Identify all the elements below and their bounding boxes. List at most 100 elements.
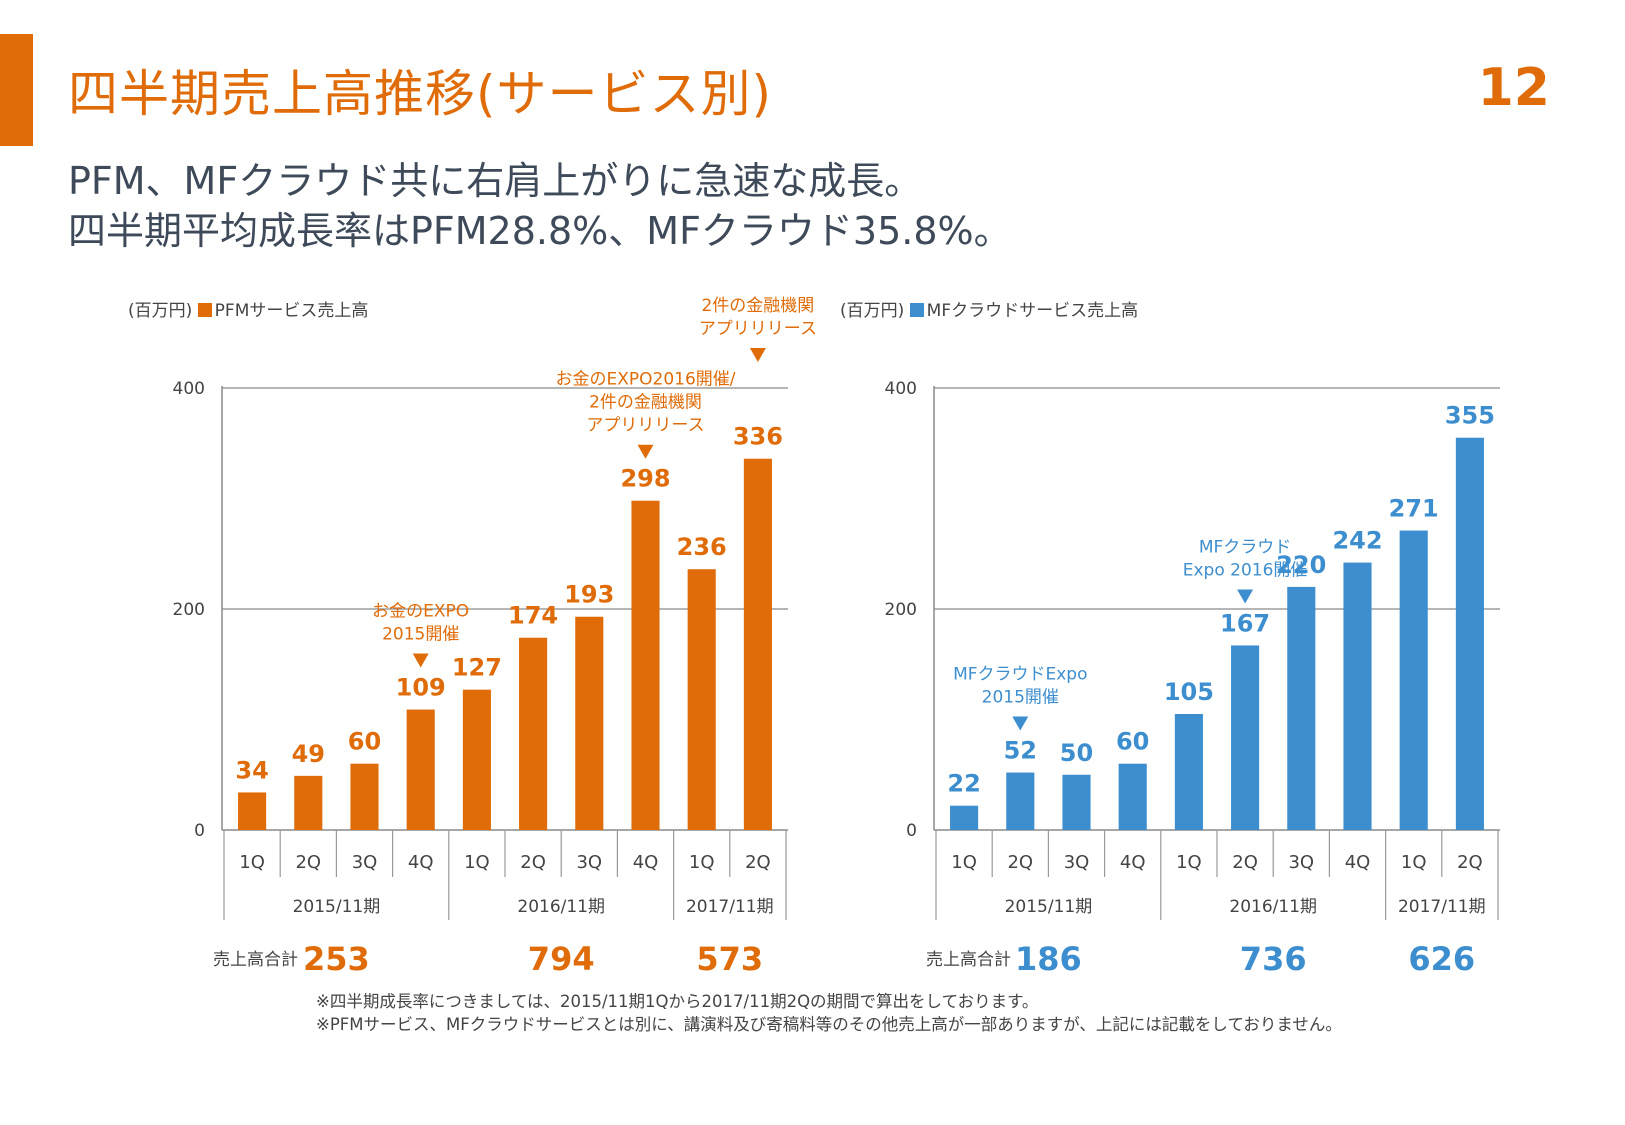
pfm-bar xyxy=(350,763,379,830)
mf-category-label: 1Q xyxy=(1401,852,1427,873)
pfm-category-label: 4Q xyxy=(633,852,659,873)
pfm-category-label: 2Q xyxy=(295,852,321,873)
mf-legend-swatch xyxy=(909,303,924,317)
mf-category-label: 4Q xyxy=(1345,852,1371,873)
pfm-unit-label: (百万円) xyxy=(128,301,193,321)
mf-category-label: 3Q xyxy=(1288,852,1314,873)
mf-fiscal-total: 186 xyxy=(1015,940,1082,978)
pfm-bar xyxy=(631,500,660,830)
mf-y-tick-label: 200 xyxy=(885,600,917,620)
pfm-value-label: 298 xyxy=(620,465,670,493)
pfm-value-label: 49 xyxy=(292,740,325,768)
pfm-fiscal-total: 794 xyxy=(528,940,595,978)
mf-y-tick-label: 0 xyxy=(906,821,917,841)
footnote: ※四半期成長率につきましては、2015/11期1Qから2017/11期2Qの期間… xyxy=(316,992,1039,1011)
mf-fiscal-year-label: 2017/11期 xyxy=(1398,897,1486,917)
mf-category-label: 2Q xyxy=(1457,852,1483,873)
mf-fiscal-year-label: 2016/11期 xyxy=(1229,897,1317,917)
footnote: ※PFMサービス、MFクラウドサービスとは別に、講演料及び寄稿料等のその他売上高… xyxy=(316,1015,1342,1034)
mf-annotation-text: MFクラウドExpo xyxy=(953,665,1087,685)
pfm-bar xyxy=(406,709,435,830)
mf-bar xyxy=(1006,772,1035,830)
mf-value-label: 220 xyxy=(1276,551,1326,579)
mf-bar xyxy=(1174,713,1203,830)
mf-legend-label: MFクラウドサービス売上高 xyxy=(926,301,1139,321)
mf-value-label: 242 xyxy=(1332,527,1382,555)
pfm-annotation-text: アプリリリース xyxy=(586,416,704,436)
pfm-value-label: 193 xyxy=(564,581,614,609)
pfm-category-label: 2Q xyxy=(745,852,771,873)
subtitle-line: 四半期平均成長率はPFM28.8%、MFクラウド35.8%。 xyxy=(68,209,1012,253)
pfm-fiscal-year-label: 2015/11期 xyxy=(293,897,381,917)
mf-unit-label: (百万円) xyxy=(840,301,905,321)
mf-bar xyxy=(1399,530,1428,830)
mf-annotation-text: Expo 2016開催 xyxy=(1183,560,1308,580)
mf-bar xyxy=(950,805,979,830)
mf-value-label: 52 xyxy=(1004,737,1037,765)
pfm-total-label: 売上高合計 xyxy=(213,950,298,970)
pfm-bar xyxy=(687,569,716,830)
mf-annotation-text: MFクラウド xyxy=(1199,537,1291,557)
mf-total-label: 売上高合計 xyxy=(926,950,1011,970)
mf-value-label: 167 xyxy=(1220,609,1270,637)
subtitle: PFM、MFクラウド共に右肩上がりに急速な成長。 四半期平均成長率はPFM28.… xyxy=(68,156,1012,256)
mf-category-label: 1Q xyxy=(951,852,977,873)
mf-bar xyxy=(1287,586,1316,830)
mf-category-label: 2Q xyxy=(1232,852,1258,873)
pfm-bar xyxy=(575,616,604,830)
pfm-bar xyxy=(743,458,772,830)
pfm-value-label: 109 xyxy=(396,674,446,702)
mf-fiscal-total: 736 xyxy=(1240,940,1307,978)
pfm-bar xyxy=(462,689,491,830)
pfm-legend-label: PFMサービス売上高 xyxy=(214,301,369,321)
pfm-legend-swatch xyxy=(197,303,212,317)
pfm-category-label: 1Q xyxy=(239,852,265,873)
pfm-annotation-text: 2件の金融機関 xyxy=(589,393,702,413)
pfm-category-label: 3Q xyxy=(352,852,378,873)
mf-legend: (百万円) MFクラウドサービス売上高 xyxy=(840,296,1138,321)
mf-value-label: 50 xyxy=(1060,739,1093,767)
page-title: 四半期売上高推移(サービス別) xyxy=(68,65,773,123)
pfm-y-tick-label: 400 xyxy=(173,379,205,399)
mf-category-label: 4Q xyxy=(1120,852,1146,873)
pfm-value-label: 174 xyxy=(508,602,558,630)
accent-bar xyxy=(0,34,33,146)
mf-bar xyxy=(1343,562,1372,830)
pfm-value-label: 127 xyxy=(452,654,502,682)
pfm-annotation-marker xyxy=(637,444,654,459)
mf-y-tick-label: 400 xyxy=(885,379,917,399)
mf-value-label: 60 xyxy=(1116,728,1149,756)
pfm-annotation-marker xyxy=(412,653,429,668)
pfm-legend: (百万円) PFMサービス売上高 xyxy=(128,296,368,321)
pfm-value-label: 60 xyxy=(348,728,381,756)
pfm-fiscal-year-label: 2016/11期 xyxy=(517,897,605,917)
pfm-category-label: 2Q xyxy=(520,852,546,873)
pfm-category-label: 1Q xyxy=(464,852,490,873)
pfm-category-label: 1Q xyxy=(689,852,715,873)
pfm-annotation-text: お金のEXPO xyxy=(372,602,469,622)
pfm-bar xyxy=(294,775,323,830)
pfm-bar xyxy=(519,637,548,830)
subtitle-line: PFM、MFクラウド共に右肩上がりに急速な成長。 xyxy=(68,159,923,203)
mf-annotation-marker xyxy=(1237,589,1254,604)
pfm-annotation-text: アプリリリース xyxy=(699,319,817,339)
pfm-category-label: 3Q xyxy=(576,852,602,873)
footnotes: ※四半期成長率につきましては、2015/11期1Qから2017/11期2Qの期間… xyxy=(316,990,1342,1036)
mf-bar xyxy=(1062,774,1091,830)
page-number: 12 xyxy=(1477,58,1550,118)
mf-bar xyxy=(1455,437,1484,830)
pfm-y-tick-label: 200 xyxy=(173,600,205,620)
mf-annotation-text: 2015開催 xyxy=(982,688,1059,708)
pfm-value-label: 34 xyxy=(235,756,268,784)
mf-annotation-marker xyxy=(1012,716,1029,731)
pfm-annotation-text: 2015開催 xyxy=(382,625,459,645)
pfm-bar xyxy=(238,792,267,830)
mf-value-label: 271 xyxy=(1389,495,1439,523)
pfm-annotation-text: お金のEXPO2016開催/ xyxy=(555,370,735,390)
pfm-fiscal-total: 573 xyxy=(696,940,763,978)
pfm-fiscal-total: 253 xyxy=(303,940,370,978)
mf-value-label: 355 xyxy=(1445,402,1495,430)
mf-category-label: 1Q xyxy=(1176,852,1202,873)
mf-bar xyxy=(1118,763,1147,830)
